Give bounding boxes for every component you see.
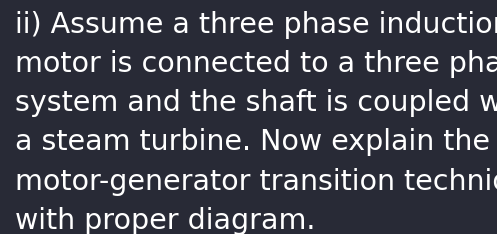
- Text: ii) Assume a three phase induction: ii) Assume a three phase induction: [15, 11, 497, 39]
- Text: with proper diagram.: with proper diagram.: [15, 207, 316, 234]
- Text: motor-generator transition technique: motor-generator transition technique: [15, 168, 497, 196]
- Text: a steam turbine. Now explain the: a steam turbine. Now explain the: [15, 128, 490, 157]
- Text: motor is connected to a three phase: motor is connected to a three phase: [15, 50, 497, 78]
- Text: system and the shaft is coupled with: system and the shaft is coupled with: [15, 89, 497, 117]
